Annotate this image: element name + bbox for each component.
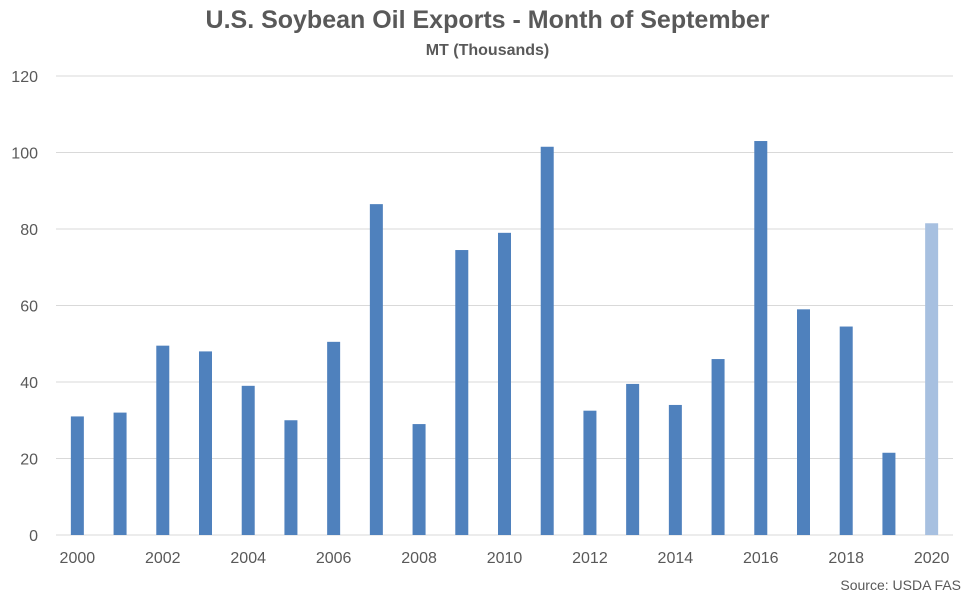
bar-2001 [113,412,127,535]
bar-2012 [583,410,597,535]
bar-2014 [668,404,682,535]
bars [70,141,939,535]
x-tick-label: 2006 [316,550,352,567]
bar-2020 [925,223,939,535]
x-tick-label: 2010 [487,550,523,567]
x-tick-label: 2018 [828,550,864,567]
chart-title: U.S. Soybean Oil Exports - Month of Sept… [205,6,770,34]
y-tick-label: 20 [20,452,38,469]
y-axis-ticks: 0 20 40 60 80 100 120 [11,69,38,545]
x-tick-label: 2000 [60,550,96,567]
bar-2018 [839,326,853,535]
x-tick-label: 2002 [145,550,181,567]
y-tick-label: 100 [11,146,38,163]
bar-2008 [412,424,426,535]
bar-2004 [241,385,255,535]
y-tick-label: 60 [20,299,38,316]
bar-2010 [498,232,511,535]
x-tick-label: 2014 [658,550,694,567]
bar-2003 [199,351,212,535]
y-tick-label: 120 [11,69,38,86]
bar-2009 [455,250,469,535]
bar-2015 [711,359,725,535]
bar-2006 [327,341,341,535]
x-axis-ticks: 2000 2002 2004 2006 2008 2010 2012 2014 2016 2018… [60,550,950,567]
bar-2007 [369,204,383,535]
bar-2005 [284,420,298,535]
x-tick-label: 2016 [743,550,779,567]
bar-2017 [797,309,810,535]
x-tick-label: 2020 [914,550,950,567]
bar-2013 [626,383,640,535]
y-tick-label: 0 [29,528,38,545]
bar-2000 [70,416,84,535]
bar-2011 [540,146,554,535]
x-tick-label: 2004 [230,550,266,567]
bar-2019 [882,452,896,535]
bar-2002 [156,345,170,535]
chart-subtitle: MT (Thousands) [425,42,550,59]
x-tick-label: 2008 [401,550,437,567]
y-tick-label: 80 [20,222,38,239]
x-tick-label: 2012 [572,550,608,567]
bar-2016 [754,141,768,535]
y-tick-label: 40 [20,375,38,392]
source-note: Source: USDA FAS [840,577,961,593]
